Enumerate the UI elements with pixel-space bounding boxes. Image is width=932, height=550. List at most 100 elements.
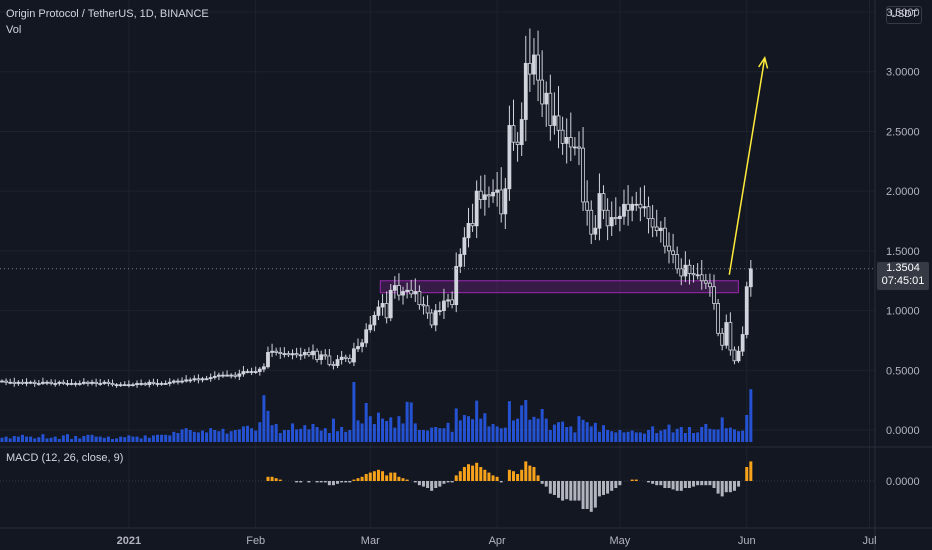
macd-bar <box>507 469 511 481</box>
candle-body <box>237 373 242 377</box>
volume-bar <box>110 439 114 442</box>
volume-bar <box>160 434 164 442</box>
price-tick-label: 3.0000 <box>886 67 920 79</box>
volume-bar <box>466 416 470 442</box>
macd-bar <box>352 479 356 481</box>
volume-bar <box>679 427 683 442</box>
volume-bar <box>544 418 548 442</box>
volume-bar <box>282 430 286 442</box>
volume-bar <box>37 437 41 442</box>
macd-bar <box>540 481 544 484</box>
macd-label[interactable]: MACD (12, 26, close, 9) <box>6 452 124 464</box>
candle-body <box>311 350 315 356</box>
macd-bar <box>528 465 532 481</box>
volume-bar <box>86 434 90 442</box>
currency-badge[interactable]: USDT <box>886 6 922 24</box>
candle-body <box>0 380 4 383</box>
candle-body <box>593 227 598 235</box>
volume-bar <box>368 416 372 442</box>
volume-bar <box>401 423 405 442</box>
volume-bar <box>606 430 610 442</box>
volume-bar <box>241 426 245 442</box>
candle-body <box>421 304 426 307</box>
volume-bar <box>184 428 188 442</box>
volume-bar <box>4 436 8 442</box>
candle-body <box>12 381 17 384</box>
macd-bar <box>618 481 622 486</box>
candle-body <box>257 368 262 372</box>
candle-body <box>94 381 99 384</box>
macd-bar <box>344 481 348 483</box>
candle-body <box>568 137 573 148</box>
macd-bar <box>266 476 270 481</box>
macd-bar <box>659 481 663 486</box>
volume-bar <box>205 432 209 442</box>
volume-bar <box>151 435 155 442</box>
candle-body <box>605 209 610 227</box>
volume-bar <box>209 428 213 442</box>
volume-bar <box>593 422 597 442</box>
volume-bar <box>57 439 61 442</box>
macd-bar <box>471 465 475 481</box>
candle-body <box>167 381 172 384</box>
macd-bar <box>381 471 385 481</box>
volume-bar <box>127 435 131 442</box>
volume-bar <box>421 430 425 442</box>
macd-bar <box>331 481 335 486</box>
volume-bar <box>737 431 741 442</box>
volume-bar <box>119 436 123 442</box>
volume-bar <box>548 430 552 442</box>
macd-bar <box>724 481 728 493</box>
candle-body <box>548 92 553 126</box>
candle-body <box>712 286 716 304</box>
volume-bar <box>254 430 258 442</box>
candle-body <box>184 379 189 382</box>
macd-bar <box>692 481 696 487</box>
macd-bar <box>716 481 720 494</box>
candle-body <box>446 299 450 302</box>
candle-body <box>687 264 692 274</box>
candle-body <box>511 125 516 143</box>
candle-body <box>294 353 299 356</box>
candle-body <box>278 352 283 355</box>
chart-title: Origin Protocol / TetherUS, 1D, BINANCE <box>6 8 209 20</box>
volume-bar <box>356 420 360 442</box>
candle-body <box>73 383 78 385</box>
macd-bar <box>340 481 344 483</box>
volume-bar <box>638 432 642 442</box>
volume-bar <box>323 428 327 442</box>
macd-bar <box>348 481 352 483</box>
macd-bar <box>700 481 704 486</box>
volume-bar <box>642 433 646 442</box>
volume-bar <box>299 428 303 442</box>
candle-body <box>654 226 659 231</box>
candle-body <box>429 312 434 326</box>
candle-body <box>159 383 164 385</box>
macd-bar <box>299 481 303 483</box>
volume-bar <box>307 429 311 442</box>
volume-bar <box>180 429 184 442</box>
volume-label[interactable]: Vol <box>6 24 22 36</box>
candle-body <box>597 193 602 229</box>
volume-bar <box>131 436 135 442</box>
candle-body <box>703 280 708 284</box>
price-tick-label: 3.5000 <box>886 7 920 19</box>
volume-bar <box>20 434 24 442</box>
volume-bar <box>610 431 614 442</box>
volume-bar <box>732 429 736 442</box>
candle-body <box>368 324 373 331</box>
macd-bar <box>389 472 393 481</box>
candle-body <box>261 366 266 370</box>
volume-bar <box>274 424 278 442</box>
macd-bar <box>442 481 446 484</box>
volume-bar <box>389 417 393 442</box>
volume-bar <box>491 424 495 442</box>
volume-bar <box>258 422 262 442</box>
volume-bar <box>487 426 491 442</box>
macd-histogram <box>0 461 875 512</box>
candle-body <box>609 217 614 227</box>
macd-bar <box>446 481 450 483</box>
candle-body <box>544 92 549 105</box>
volume-bar <box>524 400 528 442</box>
candlesticks <box>0 28 753 388</box>
